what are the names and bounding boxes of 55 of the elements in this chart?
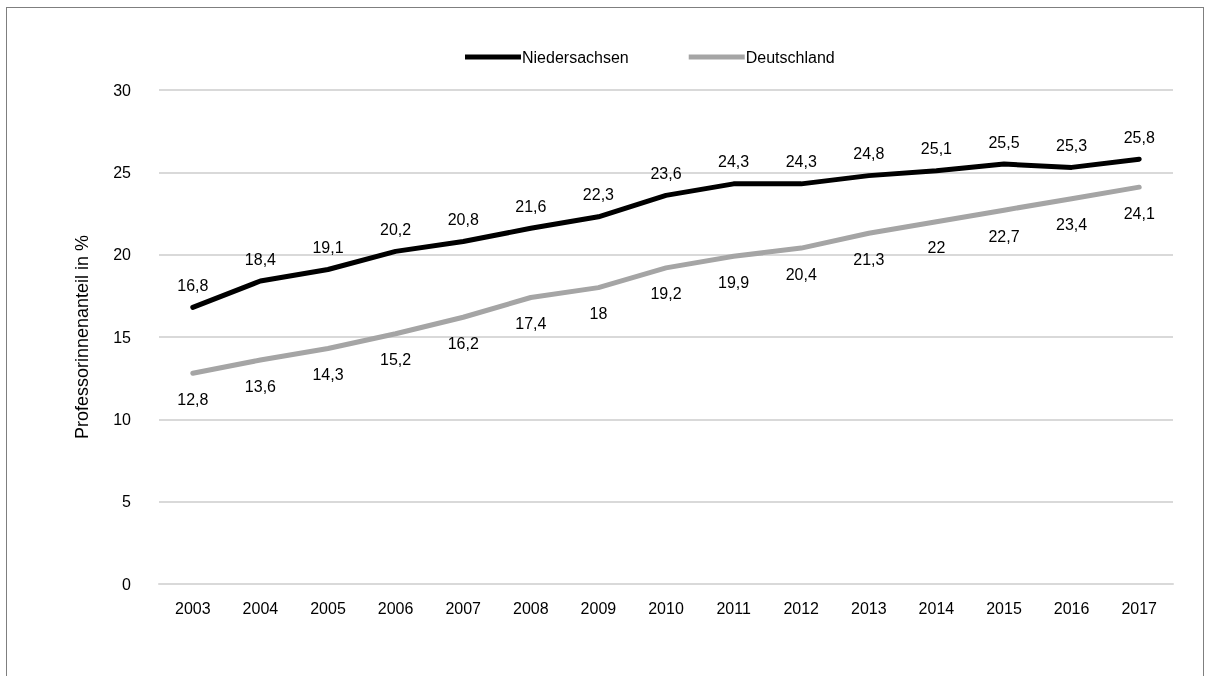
data-label: 24,3 — [785, 153, 817, 171]
data-label: 25,5 — [988, 133, 1020, 151]
x-tick-label: 2013 — [851, 599, 887, 617]
data-label: 15,2 — [380, 351, 412, 369]
data-label: 16,8 — [177, 276, 209, 294]
x-tick-label: 2006 — [377, 599, 414, 617]
x-tick-label: 2011 — [716, 599, 751, 617]
data-label: 25,3 — [1056, 136, 1088, 154]
data-label: 17,4 — [515, 314, 547, 332]
y-tick-label: 10 — [113, 410, 132, 428]
data-label: 23,6 — [650, 164, 682, 182]
data-label: 16,2 — [447, 334, 479, 352]
x-tick-label: 2016 — [1053, 599, 1090, 617]
data-label: 13,6 — [244, 377, 277, 395]
x-tick-label: 2017 — [1121, 599, 1158, 617]
data-label: 22,7 — [988, 227, 1020, 245]
x-tick-label: 2010 — [648, 599, 684, 617]
data-label: 20,8 — [447, 210, 479, 228]
x-tick-label: 2012 — [783, 599, 820, 617]
data-label: 22,3 — [582, 186, 615, 204]
data-label: 25,8 — [1123, 128, 1155, 146]
data-label: 24,1 — [1123, 204, 1155, 222]
x-tick-label: 2005 — [310, 599, 346, 617]
y-tick-label: 0 — [122, 575, 132, 593]
data-label: 24,8 — [853, 145, 885, 163]
data-label: 22 — [927, 239, 946, 257]
data-label: 25,1 — [920, 140, 953, 158]
data-label: 19,9 — [718, 273, 750, 291]
x-tick-label: 2003 — [175, 599, 211, 617]
data-label: 21,3 — [853, 250, 885, 268]
legend-label: Deutschland — [745, 48, 835, 66]
y-tick-label: 30 — [113, 81, 132, 99]
y-tick-label: 5 — [122, 493, 132, 511]
data-label: 24,3 — [718, 153, 750, 171]
x-tick-label: 2015 — [986, 599, 1022, 617]
y-tick-label: 25 — [113, 163, 132, 181]
data-label: 21,6 — [515, 197, 547, 215]
data-label: 19,1 — [312, 238, 344, 256]
x-tick-label: 2009 — [580, 599, 617, 617]
y-axis-title: Professorinnenanteil in % — [72, 234, 92, 440]
data-label: 20,2 — [380, 220, 412, 238]
x-tick-label: 2014 — [918, 599, 955, 617]
data-label: 19,2 — [650, 285, 682, 303]
legend-label: Niedersachsen — [522, 48, 629, 66]
x-tick-label: 2004 — [242, 599, 279, 617]
y-tick-label: 15 — [113, 328, 132, 346]
data-label: 20,4 — [785, 265, 817, 283]
x-tick-label: 2007 — [445, 599, 482, 617]
x-tick-label: 2008 — [513, 599, 549, 617]
data-label: 12,8 — [177, 390, 209, 408]
data-label: 18 — [589, 305, 608, 323]
data-label: 18,4 — [244, 250, 277, 268]
y-tick-label: 20 — [113, 246, 132, 264]
data-label: 23,4 — [1056, 216, 1088, 234]
data-label: 14,3 — [312, 366, 344, 384]
